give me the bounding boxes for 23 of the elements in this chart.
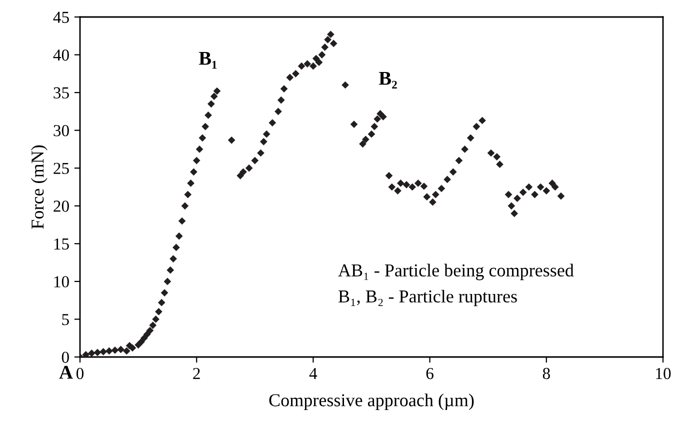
y-tick-label: 10	[54, 276, 69, 288]
y-tick-label: 15	[54, 238, 69, 250]
x-tick-label: 2	[193, 368, 200, 379]
x-tick-label: 10	[656, 368, 671, 380]
annotation: B₂	[378, 72, 397, 89]
x-tick-label: 0	[76, 368, 84, 380]
y-tick-label: 35	[54, 87, 69, 98]
x-tick-label: 6	[426, 368, 434, 380]
y-tick-label: 0	[62, 352, 69, 363]
y-tick-label: 40	[53, 49, 69, 61]
x-tick-label: 4	[309, 368, 318, 379]
annotation: AB₁ - Particle being compressed	[338, 264, 574, 280]
x-tick-label: 8	[542, 368, 550, 380]
y-tick-label: 45	[53, 12, 69, 23]
text: A	[59, 366, 73, 379]
y-axis-title: Force (mN)	[30, 145, 48, 229]
x-axis-title: Compressive approach (µm)	[269, 394, 474, 410]
y-tick-label: 5	[62, 314, 69, 326]
annotation: B₁	[198, 52, 217, 69]
annotation: B₁, B₂ - Particle ruptures	[338, 290, 517, 306]
y-tick-label: 25	[54, 162, 69, 174]
y-tick-label: 20	[54, 200, 69, 212]
y-tick-label: 30	[54, 125, 69, 136]
